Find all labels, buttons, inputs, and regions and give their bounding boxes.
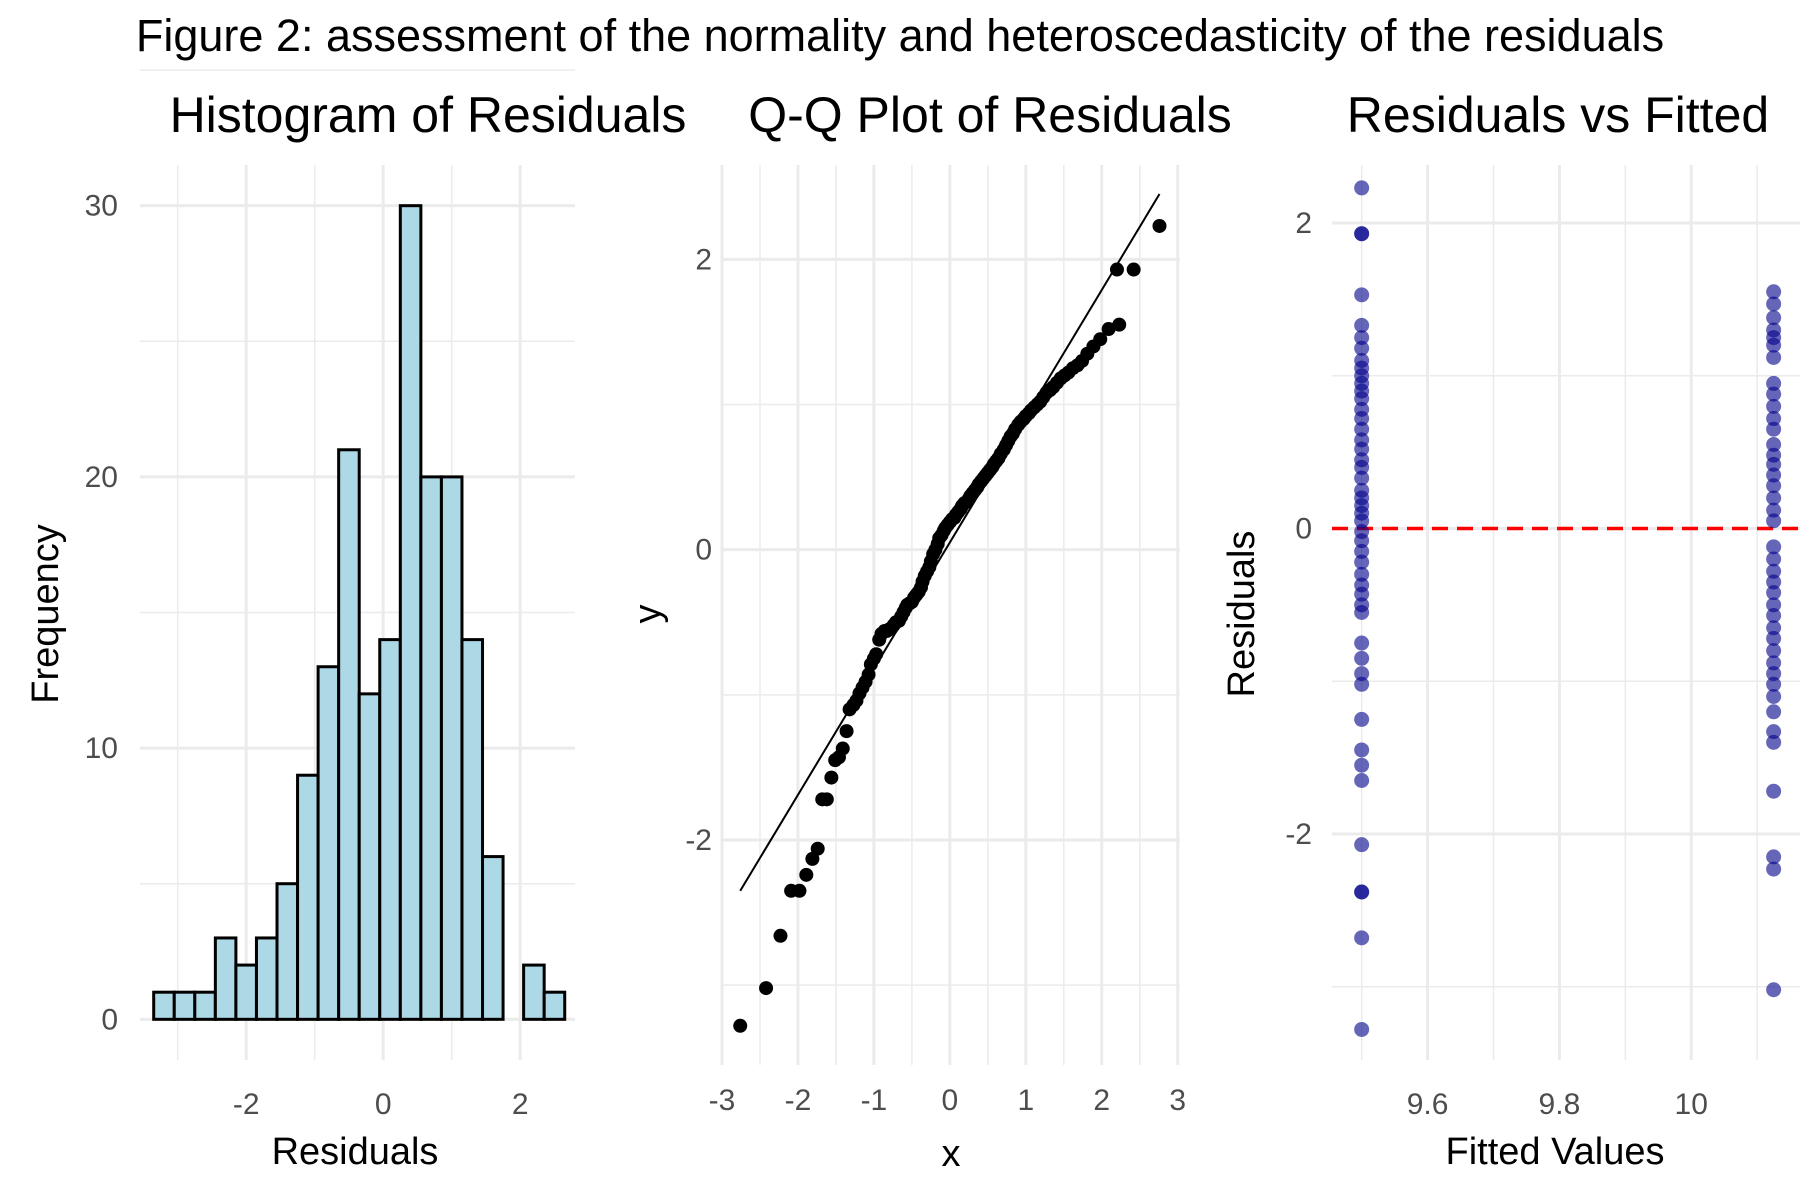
qq-point (773, 929, 787, 943)
histogram-panel: Histogram of Residuals -2020102030 Resid… (25, 70, 686, 1173)
qq-point (820, 792, 834, 806)
y-tick-label: 30 (85, 190, 118, 223)
histogram-bar (441, 477, 462, 1019)
y-tick-label: 0 (695, 534, 712, 567)
x-tick-label: -2 (233, 1088, 260, 1121)
histogram-x-axis-title: Residuals (272, 1131, 439, 1173)
histogram-bar (318, 667, 339, 1020)
y-tick-label: 0 (1295, 512, 1312, 545)
qq-point (799, 868, 813, 882)
histogram-bar (154, 992, 175, 1019)
histogram-bar (524, 965, 545, 1019)
residual-point (1354, 605, 1369, 620)
histogram-bar (215, 938, 236, 1019)
residual-point (1354, 712, 1369, 727)
x-tick-label: 3 (1169, 1084, 1186, 1117)
y-tick-label: -2 (685, 824, 712, 857)
y-tick-label: 0 (101, 1003, 118, 1036)
y-tick-label: 20 (85, 461, 118, 494)
x-tick-label: 9.6 (1407, 1088, 1449, 1121)
residual-point (1766, 296, 1781, 311)
residual-point (1354, 930, 1369, 945)
y-tick-label: 10 (85, 732, 118, 765)
histogram-bar (421, 477, 442, 1019)
residual-point (1354, 226, 1369, 241)
histogram-bar (400, 206, 421, 1020)
qq-point (824, 771, 838, 785)
residual-point (1766, 704, 1781, 719)
y-tick-label: -2 (1285, 818, 1312, 851)
x-tick-label: 9.8 (1539, 1088, 1581, 1121)
fitted-y-axis-title: Residuals (1221, 531, 1263, 698)
residual-point (1354, 758, 1369, 773)
qq-point (869, 647, 883, 661)
residual-point (1766, 735, 1781, 750)
qq-point (1112, 318, 1126, 332)
histogram-bar (236, 965, 257, 1019)
residuals-vs-fitted-title: Residuals vs Fitted (1347, 87, 1769, 143)
x-tick-label: 1 (1017, 1084, 1034, 1117)
residual-point (1354, 287, 1369, 302)
x-tick-label: -2 (785, 1084, 812, 1117)
qq-plot-title: Q-Q Plot of Residuals (748, 87, 1232, 143)
histogram-bar (277, 884, 298, 1020)
histogram-bar (544, 992, 565, 1019)
histogram-bar (483, 857, 504, 1020)
qq-x-axis-title: x (942, 1133, 961, 1175)
histogram-bar (380, 640, 401, 1020)
fitted-x-axis-title: Fitted Values (1446, 1131, 1665, 1173)
x-tick-label: 0 (942, 1084, 959, 1117)
residuals-vs-fitted-panel: Residuals vs Fitted 9.6 9.8 10 -2 0 2 Fitted … (1221, 87, 1800, 1173)
residual-point (1354, 773, 1369, 788)
residual-point (1354, 837, 1369, 852)
residual-point (1766, 982, 1781, 997)
histogram-bar (195, 992, 216, 1019)
residual-point (1766, 862, 1781, 877)
qq-y-axis-title: y (627, 605, 669, 624)
qq-point (792, 884, 806, 898)
residual-point (1354, 884, 1369, 899)
residual-point (1766, 784, 1781, 799)
y-tick-label: 2 (695, 243, 712, 276)
histogram-title: Histogram of Residuals (170, 87, 687, 143)
x-tick-label: -1 (861, 1084, 888, 1117)
residual-point (1766, 513, 1781, 528)
histogram-bar (462, 640, 483, 1020)
qq-point (733, 1019, 747, 1033)
x-tick-label: 2 (1093, 1084, 1110, 1117)
qq-point (1127, 263, 1141, 277)
residual-point (1354, 677, 1369, 692)
y-tick-label: 2 (1295, 207, 1312, 240)
qq-point (759, 981, 773, 995)
histogram-bar (359, 694, 380, 1019)
x-tick-label: -3 (709, 1084, 736, 1117)
histogram-bar (256, 938, 277, 1019)
qq-plot-panel: Q-Q Plot of Residuals -3 -2 -1 0 1 2 3 -2 0 2 x y (627, 87, 1232, 1175)
residual-point (1354, 180, 1369, 195)
residual-point (1766, 689, 1781, 704)
x-tick-label: 0 (375, 1088, 392, 1121)
qq-point (840, 724, 854, 738)
histogram-bar (339, 450, 360, 1020)
x-tick-label: 10 (1675, 1088, 1708, 1121)
qq-point (836, 742, 850, 756)
residual-point (1766, 422, 1781, 437)
residual-point (1354, 1022, 1369, 1037)
x-tick-label: 2 (512, 1088, 529, 1121)
histogram-bar (174, 992, 195, 1019)
qq-point (1152, 219, 1166, 233)
histogram-y-axis-title: Frequency (25, 524, 67, 704)
qq-point (811, 842, 825, 856)
qq-point (1110, 263, 1124, 277)
residual-point (1354, 651, 1369, 666)
residual-point (1766, 350, 1781, 365)
histogram-bar (298, 775, 319, 1019)
residual-point (1354, 636, 1369, 651)
residual-point (1354, 742, 1369, 757)
